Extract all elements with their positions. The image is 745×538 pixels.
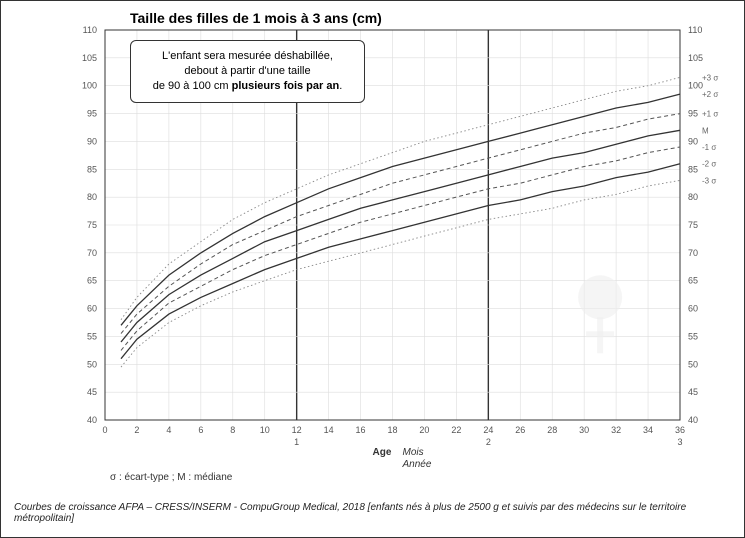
svg-text:-1 σ: -1 σ	[702, 143, 716, 152]
svg-text:4: 4	[166, 425, 171, 435]
svg-text:32: 32	[611, 425, 621, 435]
svg-text:8: 8	[230, 425, 235, 435]
svg-text:20: 20	[419, 425, 429, 435]
svg-text:110: 110	[83, 25, 97, 35]
svg-text:1: 1	[294, 437, 299, 447]
svg-text:12: 12	[292, 425, 302, 435]
svg-text:+1 σ: +1 σ	[702, 110, 718, 119]
svg-text:22: 22	[451, 425, 461, 435]
svg-text:10: 10	[260, 425, 270, 435]
svg-text:95: 95	[87, 109, 97, 119]
svg-text:26: 26	[515, 425, 525, 435]
svg-text:80: 80	[87, 192, 97, 202]
svg-text:34: 34	[643, 425, 653, 435]
svg-text:55: 55	[87, 331, 97, 341]
svg-text:18: 18	[387, 425, 397, 435]
svg-text:70: 70	[87, 248, 97, 258]
svg-text:M: M	[702, 126, 709, 135]
svg-text:0: 0	[102, 425, 107, 435]
svg-text:85: 85	[87, 164, 97, 174]
svg-text:Age: Age	[373, 447, 392, 458]
svg-text:80: 80	[688, 192, 698, 202]
svg-text:Année: Année	[402, 459, 432, 470]
svg-text:90: 90	[688, 136, 698, 146]
svg-text:45: 45	[87, 387, 97, 397]
footer-text: Courbes de croissance AFPA – CRESS/INSER…	[14, 502, 731, 524]
svg-text:45: 45	[688, 387, 698, 397]
svg-text:95: 95	[688, 109, 698, 119]
svg-text:50: 50	[688, 359, 698, 369]
svg-text:55: 55	[688, 331, 698, 341]
svg-text:+3 σ: +3 σ	[702, 73, 718, 82]
svg-text:2: 2	[134, 425, 139, 435]
svg-text:85: 85	[688, 164, 698, 174]
legend-text: σ : écart-type ; M : médiane	[110, 472, 232, 483]
info-line2: debout à partir d'une taille	[141, 64, 354, 79]
svg-text:105: 105	[688, 53, 703, 63]
svg-text:100: 100	[82, 81, 97, 91]
svg-text:110: 110	[688, 25, 702, 35]
growth-chart-svg: 0246810121416182022242628303234361234040…	[0, 0, 745, 538]
svg-text:2: 2	[486, 437, 491, 447]
svg-text:60: 60	[688, 304, 698, 314]
svg-text:Mois: Mois	[403, 447, 424, 458]
svg-text:90: 90	[87, 136, 97, 146]
svg-text:+2 σ: +2 σ	[702, 90, 718, 99]
svg-text:100: 100	[688, 81, 703, 91]
svg-text:75: 75	[87, 220, 97, 230]
info-box: L'enfant sera mesurée déshabillée, debou…	[130, 40, 365, 103]
svg-text:24: 24	[483, 425, 493, 435]
svg-text:75: 75	[688, 220, 698, 230]
svg-text:65: 65	[87, 276, 97, 286]
info-line3: de 90 à 100 cm plusieurs fois par an.	[141, 79, 354, 94]
svg-text:6: 6	[198, 425, 203, 435]
info-line1: L'enfant sera mesurée déshabillée,	[141, 49, 354, 64]
svg-text:65: 65	[688, 276, 698, 286]
svg-text:28: 28	[547, 425, 557, 435]
svg-text:50: 50	[87, 359, 97, 369]
svg-text:36: 36	[675, 425, 685, 435]
svg-text:3: 3	[677, 437, 682, 447]
svg-text:70: 70	[688, 248, 698, 258]
svg-text:60: 60	[87, 304, 97, 314]
svg-text:30: 30	[579, 425, 589, 435]
svg-text:16: 16	[356, 425, 366, 435]
svg-text:105: 105	[82, 53, 97, 63]
svg-text:40: 40	[87, 415, 97, 425]
svg-text:-2 σ: -2 σ	[702, 160, 716, 169]
svg-text:40: 40	[688, 415, 698, 425]
svg-text:-3 σ: -3 σ	[702, 176, 716, 185]
svg-text:14: 14	[324, 425, 334, 435]
